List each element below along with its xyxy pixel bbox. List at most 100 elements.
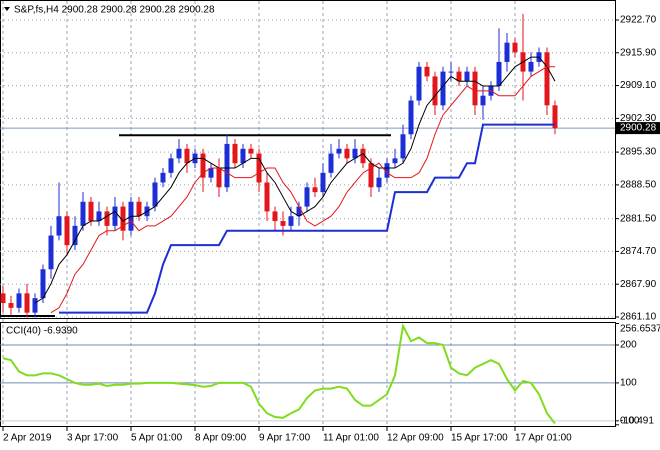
candle-body bbox=[296, 206, 302, 217]
candle-body bbox=[256, 153, 262, 183]
candle-body bbox=[88, 201, 94, 222]
candle-body bbox=[328, 153, 334, 173]
y-tick-label: -10.491 bbox=[620, 416, 654, 427]
candle-body bbox=[48, 235, 54, 270]
last-price-label: 2900.28 bbox=[620, 123, 657, 134]
y-tick-label: 2922.70 bbox=[620, 15, 657, 26]
x-tick-label: 9 Apr 17:00 bbox=[259, 433, 311, 444]
main-pane-border bbox=[0, 0, 616, 319]
candle-body bbox=[96, 211, 102, 222]
candle-body bbox=[472, 71, 478, 106]
candle-body bbox=[184, 148, 190, 164]
y-tick-label: 2915.90 bbox=[620, 47, 657, 58]
candle-body bbox=[504, 42, 510, 62]
candle-body bbox=[272, 211, 278, 222]
candle-body bbox=[8, 303, 14, 308]
indicator-line bbox=[50, 66, 555, 314]
y-tick-label: 0.00 bbox=[620, 415, 640, 426]
candle-body bbox=[416, 66, 422, 101]
candle-body bbox=[40, 269, 46, 299]
candle-body bbox=[384, 163, 390, 178]
candle-body bbox=[160, 172, 166, 183]
candle-body bbox=[208, 168, 214, 178]
y-tick-label: 2881.50 bbox=[620, 213, 657, 224]
candle-body bbox=[432, 76, 438, 106]
y-tick-label: 256.6537 bbox=[620, 324, 660, 335]
candle-body bbox=[496, 61, 502, 87]
candle-body bbox=[448, 71, 454, 73]
y-tick-label: 200 bbox=[620, 340, 637, 351]
candle-body bbox=[392, 158, 398, 164]
x-tick-label: 11 Apr 01:00 bbox=[323, 433, 379, 444]
indicator-line bbox=[34, 56, 556, 304]
candle-body bbox=[440, 71, 446, 106]
indicator-title: CCI(40) -6.9390 bbox=[6, 326, 78, 337]
candle-body bbox=[168, 158, 174, 173]
candle-body bbox=[56, 216, 62, 236]
candle-body bbox=[16, 293, 22, 308]
candle-body bbox=[360, 148, 366, 164]
candle-body bbox=[552, 105, 558, 129]
candle-body bbox=[352, 148, 358, 159]
candle-body bbox=[368, 163, 374, 188]
candle-body bbox=[544, 52, 550, 106]
candle-body bbox=[424, 66, 430, 77]
y-tick-label: 2895.30 bbox=[620, 147, 657, 158]
cci-line bbox=[2, 322, 556, 425]
candle-body bbox=[80, 201, 86, 226]
cci-pane-border bbox=[0, 322, 616, 427]
x-tick-label: 3 Apr 17:00 bbox=[67, 433, 119, 444]
menu-arrow bbox=[4, 7, 10, 11]
candle-body bbox=[336, 148, 342, 154]
candle-body bbox=[216, 168, 222, 188]
candle-body bbox=[152, 182, 158, 207]
y-tick-label: 2861.10 bbox=[620, 312, 657, 323]
candle-body bbox=[280, 221, 286, 226]
y-tick-label: 2909.10 bbox=[620, 80, 657, 91]
candle-body bbox=[512, 42, 518, 53]
candle-body bbox=[32, 298, 38, 313]
candle-body bbox=[240, 148, 246, 164]
candle-body bbox=[24, 293, 30, 313]
indicator-line bbox=[59, 123, 555, 314]
candle-body bbox=[456, 71, 462, 82]
x-tick-label: 8 Apr 09:00 bbox=[195, 433, 247, 444]
candle-body bbox=[232, 143, 238, 164]
candle-body bbox=[344, 148, 350, 159]
y-tick-label: 2902.30 bbox=[620, 113, 657, 124]
y-tick-label: 2867.90 bbox=[620, 279, 657, 290]
candle-body bbox=[200, 153, 206, 178]
x-tick-label: 12 Apr 09:00 bbox=[387, 433, 444, 444]
candle-body bbox=[528, 61, 534, 72]
x-tick-label: 2 Apr 2019 bbox=[3, 433, 52, 444]
x-tick-label: 15 Apr 17:00 bbox=[451, 433, 508, 444]
candle-body bbox=[376, 177, 382, 188]
candle-body bbox=[400, 134, 406, 159]
candle-body bbox=[72, 225, 78, 246]
candle-body bbox=[0, 293, 6, 304]
last-price-box bbox=[616, 122, 660, 135]
candle-body bbox=[112, 206, 118, 226]
candle-body bbox=[408, 100, 414, 135]
candle-body bbox=[176, 148, 182, 159]
candle-body bbox=[104, 211, 110, 226]
candle-body bbox=[264, 182, 270, 212]
x-tick-label: 17 Apr 01:00 bbox=[515, 433, 572, 444]
candle-body bbox=[136, 201, 142, 217]
candle-body bbox=[120, 206, 126, 231]
y-tick-label: 2874.70 bbox=[620, 246, 657, 257]
candle-body bbox=[320, 172, 326, 193]
candle-body bbox=[224, 143, 230, 188]
candle-body bbox=[64, 216, 70, 246]
candle-body bbox=[464, 71, 470, 82]
candle-body bbox=[312, 187, 318, 193]
candle-body bbox=[304, 187, 310, 207]
chart-title: S&P,fs,H4 2900.28 2900.28 2900.28 2900.2… bbox=[14, 5, 215, 16]
x-tick-label: 5 Apr 01:00 bbox=[131, 433, 183, 444]
candle-body bbox=[288, 216, 294, 226]
candle-body bbox=[480, 95, 486, 106]
y-tick-label: 100 bbox=[620, 378, 637, 389]
y-tick-label: 2888.50 bbox=[620, 180, 657, 191]
